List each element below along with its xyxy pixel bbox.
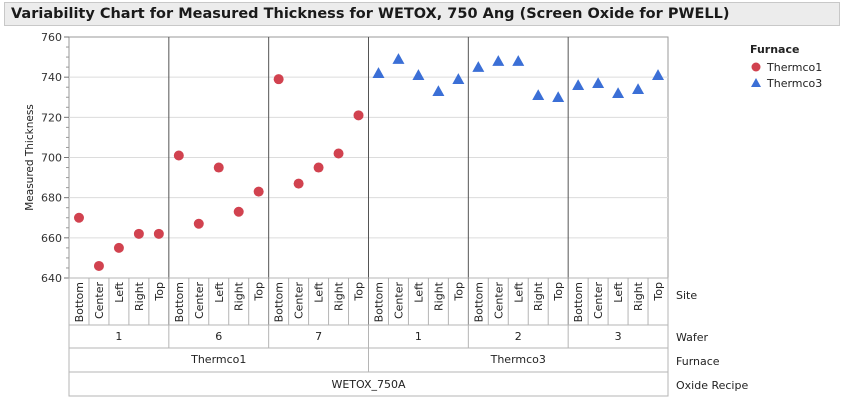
site-label: Right	[233, 281, 246, 311]
wafer-label: 1	[115, 330, 122, 343]
data-point-triangle	[372, 67, 385, 78]
site-label: Top	[353, 282, 366, 302]
site-label: Center	[592, 282, 605, 320]
site-label: Left	[113, 281, 126, 302]
data-point-circle	[353, 110, 364, 121]
data-point-circle	[233, 206, 244, 217]
data-point-triangle	[532, 89, 545, 101]
site-label: Top	[253, 282, 266, 302]
furnace-label: Thermco1	[190, 353, 246, 366]
oxide-recipe-label: WETOX_750A	[331, 378, 406, 391]
wafer-label: 3	[615, 330, 622, 343]
level-name-site: Site	[676, 289, 697, 302]
data-point-circle	[73, 212, 84, 223]
level-name-wafer: Wafer	[676, 331, 709, 344]
data-point-circle	[213, 162, 224, 173]
site-label: Left	[213, 281, 226, 302]
site-label: Center	[293, 282, 306, 320]
legend-label: Thermco1	[766, 61, 822, 74]
site-label: Left	[512, 281, 525, 302]
site-label: Right	[133, 281, 146, 311]
y-tick-label: 740	[41, 71, 62, 84]
site-label: Bottom	[273, 282, 286, 322]
y-tick-label: 640	[41, 272, 62, 285]
site-label: Center	[93, 282, 106, 320]
legend-label: Thermco3	[766, 77, 822, 90]
data-point-circle	[333, 148, 344, 159]
site-label: Top	[552, 282, 565, 302]
chart-title-bar: Variability Chart for Measured Thickness…	[4, 2, 840, 26]
data-point-triangle	[572, 79, 585, 90]
data-point-triangle	[472, 61, 485, 72]
data-point-circle	[93, 260, 104, 271]
wafer-label: 2	[515, 330, 522, 343]
legend-marker-triangle	[751, 78, 761, 87]
site-label: Top	[652, 282, 665, 302]
data-point-triangle	[652, 69, 665, 80]
data-point-triangle	[592, 77, 605, 88]
level-name-oxide-recipe: Oxide Recipe	[676, 379, 748, 392]
level-name-furnace: Furnace	[676, 355, 720, 368]
wafer-label: 7	[315, 330, 322, 343]
site-label: Center	[392, 282, 405, 320]
site-label: Top	[452, 282, 465, 302]
data-point-triangle	[632, 83, 645, 95]
site-label: Left	[313, 281, 326, 302]
site-label: Right	[632, 281, 645, 311]
y-tick-label: 660	[41, 232, 62, 245]
chart-title: Variability Chart for Measured Thickness…	[11, 6, 730, 22]
data-point-circle	[313, 162, 324, 173]
data-point-triangle	[432, 85, 445, 97]
y-tick-label: 700	[41, 152, 62, 165]
data-point-triangle	[392, 53, 405, 64]
data-point-circle	[133, 228, 144, 239]
site-label: Top	[153, 282, 166, 302]
data-point-circle	[113, 242, 124, 253]
data-point-triangle	[412, 69, 425, 80]
site-label: Bottom	[472, 282, 485, 322]
site-label: Center	[492, 282, 505, 320]
data-point-triangle	[452, 73, 465, 84]
legend-marker-circle	[751, 62, 761, 72]
data-point-circle	[153, 228, 164, 239]
data-point-circle	[173, 150, 184, 161]
site-label: Bottom	[173, 282, 186, 322]
data-point-triangle	[512, 55, 525, 66]
furnace-label: Thermco3	[490, 353, 546, 366]
y-axis-label: Measured Thickness	[24, 104, 36, 211]
recipe-row-frame	[68, 371, 669, 397]
data-point-triangle	[552, 91, 565, 103]
data-point-triangle	[492, 55, 505, 66]
site-label: Center	[193, 282, 206, 320]
y-tick-label: 720	[41, 111, 62, 124]
data-point-circle	[193, 218, 204, 229]
y-tick-label: 680	[41, 192, 62, 205]
site-label: Right	[432, 281, 445, 311]
site-label: Bottom	[572, 282, 585, 322]
y-tick-label: 760	[41, 31, 62, 44]
site-label: Bottom	[73, 282, 86, 322]
site-label: Right	[333, 281, 346, 311]
data-point-circle	[293, 178, 304, 189]
wafer-label: 6	[215, 330, 222, 343]
legend-title: Furnace	[750, 43, 799, 56]
wafer-label: 1	[415, 330, 422, 343]
site-label: Left	[412, 281, 425, 302]
site-label: Right	[532, 281, 545, 311]
site-label: Left	[612, 281, 625, 302]
data-point-circle	[253, 186, 264, 197]
site-label: Bottom	[372, 282, 385, 322]
data-point-triangle	[612, 87, 625, 99]
data-point-circle	[273, 74, 284, 85]
